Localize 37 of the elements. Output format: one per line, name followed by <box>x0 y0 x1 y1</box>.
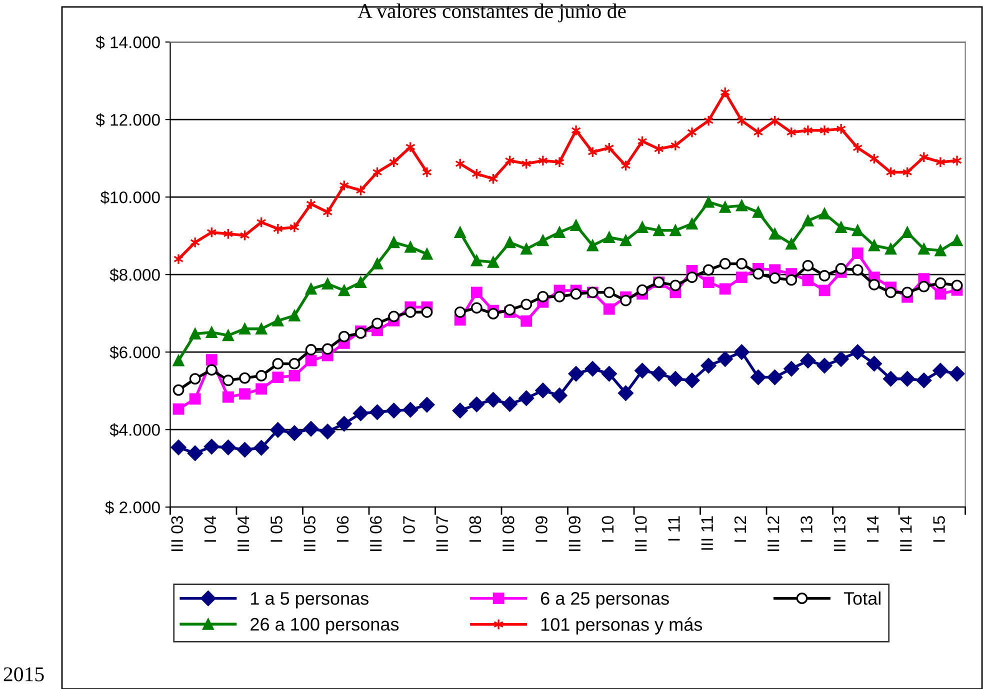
x-tick-label: III 12 <box>767 516 780 551</box>
x-tick-label: I 05 <box>270 516 282 542</box>
x-tick-label: III 13 <box>834 516 846 551</box>
x-tick-label: I 15 <box>933 516 945 542</box>
x-tick-label: III 07 <box>436 516 448 551</box>
x-tick-label: I 06 <box>336 516 349 542</box>
x-tick-label: I 09 <box>536 516 548 542</box>
x-tick-label: I 12 <box>734 516 746 542</box>
x-tick-label: III 11 <box>701 516 713 550</box>
legend-label: 1 a 5 personas <box>251 592 368 608</box>
x-tick-label: III 03 <box>171 516 183 551</box>
y-tick-label: $ 14.000 <box>96 36 160 50</box>
y-tick-label: $8.000 <box>110 268 160 282</box>
x-tick-label: I 11 <box>668 516 680 540</box>
y-tick-label: $6.000 <box>110 346 160 360</box>
x-tick-label: III 05 <box>304 516 316 551</box>
y-tick-label: $ 12.000 <box>96 113 160 127</box>
legend-label: 26 a 100 personas <box>250 618 399 634</box>
x-tick-label: III 04 <box>237 516 250 551</box>
x-tick-label: III 09 <box>568 516 581 551</box>
x-tick-label: I 07 <box>403 516 415 542</box>
x-tick-label: III 10 <box>634 516 647 551</box>
x-tick-label: I 10 <box>602 516 614 542</box>
y-tick-label: $10.000 <box>100 190 160 204</box>
legend-label: Total <box>844 592 880 605</box>
y-tick-label: $4.000 <box>110 423 160 437</box>
x-tick-label: III 14 <box>900 516 912 551</box>
x-tick-label: I 04 <box>204 516 216 542</box>
text: 2015 <box>4 667 44 682</box>
legend-label: 101 personas y más <box>541 617 702 634</box>
y-tick-label: $ 2.000 <box>105 500 160 514</box>
legend-label: 6 a 25 personas <box>541 592 669 608</box>
x-tick-label: I 14 <box>867 516 879 542</box>
x-tick-label: I 08 <box>469 516 482 542</box>
x-tick-label: III 08 <box>502 516 514 551</box>
x-tick-label: III 06 <box>370 516 382 551</box>
x-tick-label: I 13 <box>800 516 812 542</box>
